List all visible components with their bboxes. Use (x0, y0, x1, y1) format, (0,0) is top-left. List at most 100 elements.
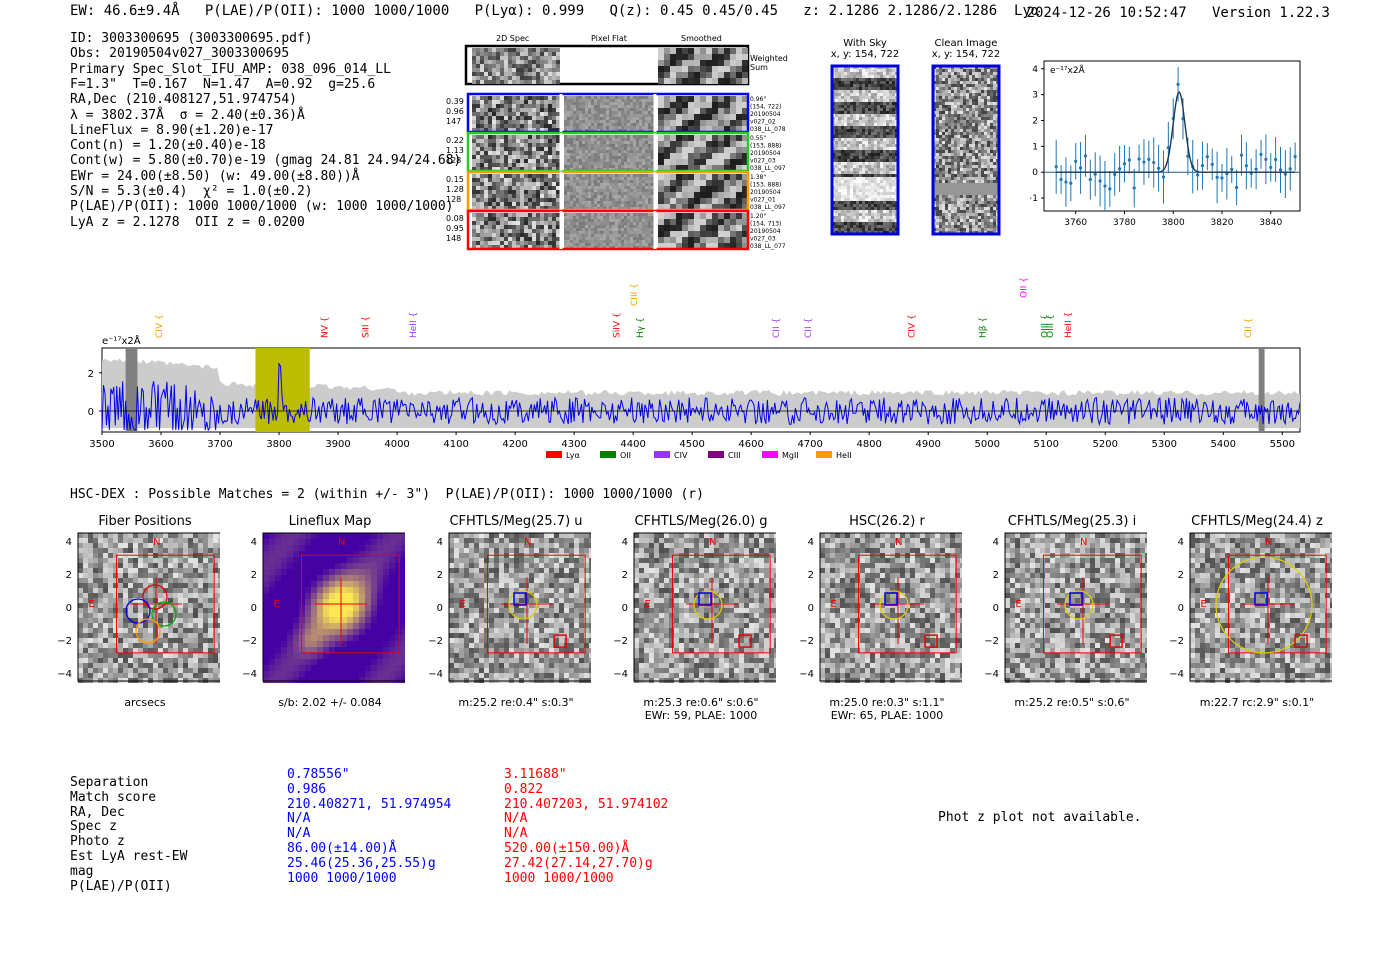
weighted-sum-label: Weighted Sum (750, 54, 788, 72)
hsc-ytick: 0 (622, 603, 628, 614)
hsc-ytick: 2 (1178, 570, 1184, 581)
spectrum-xtick: 3600 (148, 439, 173, 450)
zoom-datapoint (1103, 184, 1107, 188)
spectrum-ytick: 0 (88, 407, 94, 418)
hsc-xtick: 2 (738, 687, 744, 688)
legend-label: CIV (674, 451, 688, 460)
col-smoothed: Smoothed (681, 34, 722, 43)
row-smoothed (658, 96, 748, 132)
match-red-value: 3.11688" (504, 767, 567, 782)
north-label: N (1265, 537, 1272, 548)
hsc-panel-title: HSC(26.2) r (849, 514, 925, 529)
row-left-stat: 148 (446, 234, 461, 243)
hsc-ytick: 4 (622, 537, 628, 548)
spectrum-xtick: 5300 (1152, 439, 1177, 450)
match-blue-value: N/A (287, 811, 311, 827)
zoom-datapoint (1264, 157, 1268, 161)
header-timestamp-version: 2024-12-26 10:52:47 Version 1.22.3 (1027, 5, 1330, 21)
north-label: N (709, 537, 716, 548)
row-right-meta: 0.96" (750, 96, 766, 103)
line-id-label: SiII { (362, 316, 372, 338)
zoom-xtick: 3760 (1064, 218, 1087, 228)
zoom-datapoint (1098, 179, 1102, 183)
legend-label: Lyα (566, 451, 580, 460)
spectrum-xtick: 4200 (502, 439, 527, 450)
zoom-ytick: 1 (1032, 142, 1038, 152)
match-red-value: 520.00(±150.00)Å (504, 841, 630, 856)
zoom-xtick: 3840 (1259, 218, 1282, 228)
zoom-datapoint (1117, 167, 1122, 171)
zoom-datapoint (1113, 172, 1117, 176)
version: Version 1.22.3 (1211, 5, 1330, 21)
zoom-datapoint (1083, 154, 1088, 158)
row-smoothed (658, 174, 748, 210)
search-box (857, 554, 957, 654)
hsc-panel-title: CFHTLS/Meg(24.4) z (1191, 514, 1323, 529)
info-line: LineFlux = 8.90(±1.20)e-17 (70, 122, 274, 138)
spectrum-xtick: 4100 (443, 439, 468, 450)
hsc-panel-caption: m:25.2 re:0.5" s:0.6" (1014, 696, 1130, 709)
info-line: λ = 3802.37Å σ = 2.40(±0.36)Å (70, 107, 305, 123)
hsc-xtick: −2 (112, 687, 127, 688)
zoom-datapoint (1205, 155, 1209, 159)
hsc-xtick: 4 (771, 687, 776, 688)
zoom-ytick: 2 (1032, 116, 1038, 126)
zoom-datapoint (1244, 164, 1248, 168)
zoom-datapoint (1122, 162, 1127, 166)
east-label: E (1015, 599, 1021, 610)
zoom-datapoint (1293, 155, 1297, 159)
info-line: S/N = 5.3(±0.4) χ² = 1.0(±0.2) (70, 184, 313, 199)
zoom-datapoint (1239, 153, 1244, 157)
match-red-value: N/A (504, 811, 528, 827)
hsc-xtick: −2 (668, 687, 683, 688)
zoom-datapoint (1235, 185, 1239, 190)
north-label: N (524, 537, 531, 548)
match-blue-value: 0.78556" (287, 767, 350, 782)
zoom-datapoint (1278, 168, 1283, 172)
hsc-ytick: −2 (1169, 636, 1184, 647)
match-red-value: 27.42(27.14,27.70)g (504, 855, 653, 871)
search-box (1227, 554, 1327, 654)
col-pixelflat: Pixel Flat (591, 34, 627, 43)
row-left-stat: 128 (446, 195, 461, 204)
row-right-meta: (154, 722) (750, 104, 781, 111)
match-red-value: 0.822 (504, 781, 544, 797)
hsc-ytick: −2 (799, 636, 814, 647)
line-id-label: CII { (804, 318, 814, 338)
col-2dspec: 2D Spec (496, 34, 530, 43)
zoom-datapoint (1064, 180, 1068, 184)
legend-label: HeII (836, 451, 852, 460)
hsc-ytick: 0 (66, 603, 72, 614)
hsc-ytick: 4 (251, 537, 257, 548)
match-row-label: Separation (70, 775, 149, 790)
row-left-stat: 1.28 (446, 185, 464, 194)
info-line: Obs: 20190504v027_3003300695 (70, 46, 290, 62)
hsc-ytick: 4 (66, 537, 72, 548)
hsc-xtick: 0 (1076, 687, 1082, 688)
row-right-meta: v027_02 (750, 119, 776, 126)
zoom-datapoint (1093, 172, 1097, 176)
line-id-label: CIII { (630, 283, 640, 306)
spectrum-xtick: 5200 (1093, 439, 1118, 450)
legend-swatch (546, 451, 562, 458)
hsc-xtick: 0 (1261, 687, 1267, 688)
spectrum-xtick: 5100 (1034, 439, 1059, 450)
zoom-datapoint (1259, 152, 1263, 156)
spectrum-xtick: 5000 (974, 439, 999, 450)
hsc-ytick: −2 (57, 636, 72, 647)
line-highlight (255, 348, 310, 432)
row-right-meta: 20190504 (750, 189, 781, 196)
hsc-ytick: 0 (808, 603, 814, 614)
sky-images (830, 64, 1001, 236)
zoom-ytick: 3 (1032, 91, 1038, 101)
hsc-ytick: 4 (993, 537, 999, 548)
hsc-ytick: −4 (984, 669, 999, 680)
weighted-2dspec (472, 48, 560, 84)
hsc-panel: N E 4 4 2 2 0 0 −2 −2 −4 −4 (984, 532, 1147, 688)
row-left-stat: 1.13 (446, 146, 464, 155)
hsc-ytick: −4 (428, 669, 443, 680)
row-2dspec (472, 213, 560, 249)
hsc-ytick: −4 (613, 669, 628, 680)
row-2dspec (472, 96, 560, 132)
hsc-panel-caption: m:25.3 re:0.6" s:0.6" (643, 696, 759, 709)
